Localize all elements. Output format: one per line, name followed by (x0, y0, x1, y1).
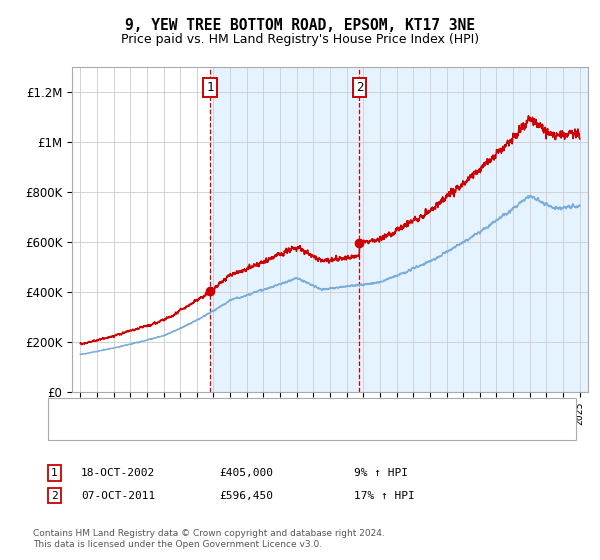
Text: 1: 1 (51, 468, 58, 478)
Text: £405,000: £405,000 (219, 468, 273, 478)
Text: ━━: ━━ (54, 403, 69, 416)
Text: 2: 2 (51, 491, 58, 501)
Text: 07-OCT-2011: 07-OCT-2011 (81, 491, 155, 501)
Text: Contains HM Land Registry data © Crown copyright and database right 2024.
This d: Contains HM Land Registry data © Crown c… (33, 529, 385, 549)
Text: 18-OCT-2002: 18-OCT-2002 (81, 468, 155, 478)
Text: 9% ↑ HPI: 9% ↑ HPI (354, 468, 408, 478)
Text: 9, YEW TREE BOTTOM ROAD, EPSOM, KT17 3NE: 9, YEW TREE BOTTOM ROAD, EPSOM, KT17 3NE (125, 18, 475, 32)
Text: 2: 2 (356, 81, 363, 94)
Text: Price paid vs. HM Land Registry's House Price Index (HPI): Price paid vs. HM Land Registry's House … (121, 32, 479, 46)
Text: £596,450: £596,450 (219, 491, 273, 501)
Text: HPI: Average price, detached house, Reigate and Banstead: HPI: Average price, detached house, Reig… (87, 424, 382, 434)
Bar (210, 67, 359, 392)
Text: 17% ↑ HPI: 17% ↑ HPI (354, 491, 415, 501)
Text: 9, YEW TREE BOTTOM ROAD, EPSOM, KT17 3NE (detached house): 9, YEW TREE BOTTOM ROAD, EPSOM, KT17 3NE… (87, 404, 415, 414)
Text: 1: 1 (206, 81, 214, 94)
Bar (359, 67, 588, 392)
Text: ━━: ━━ (54, 423, 69, 436)
